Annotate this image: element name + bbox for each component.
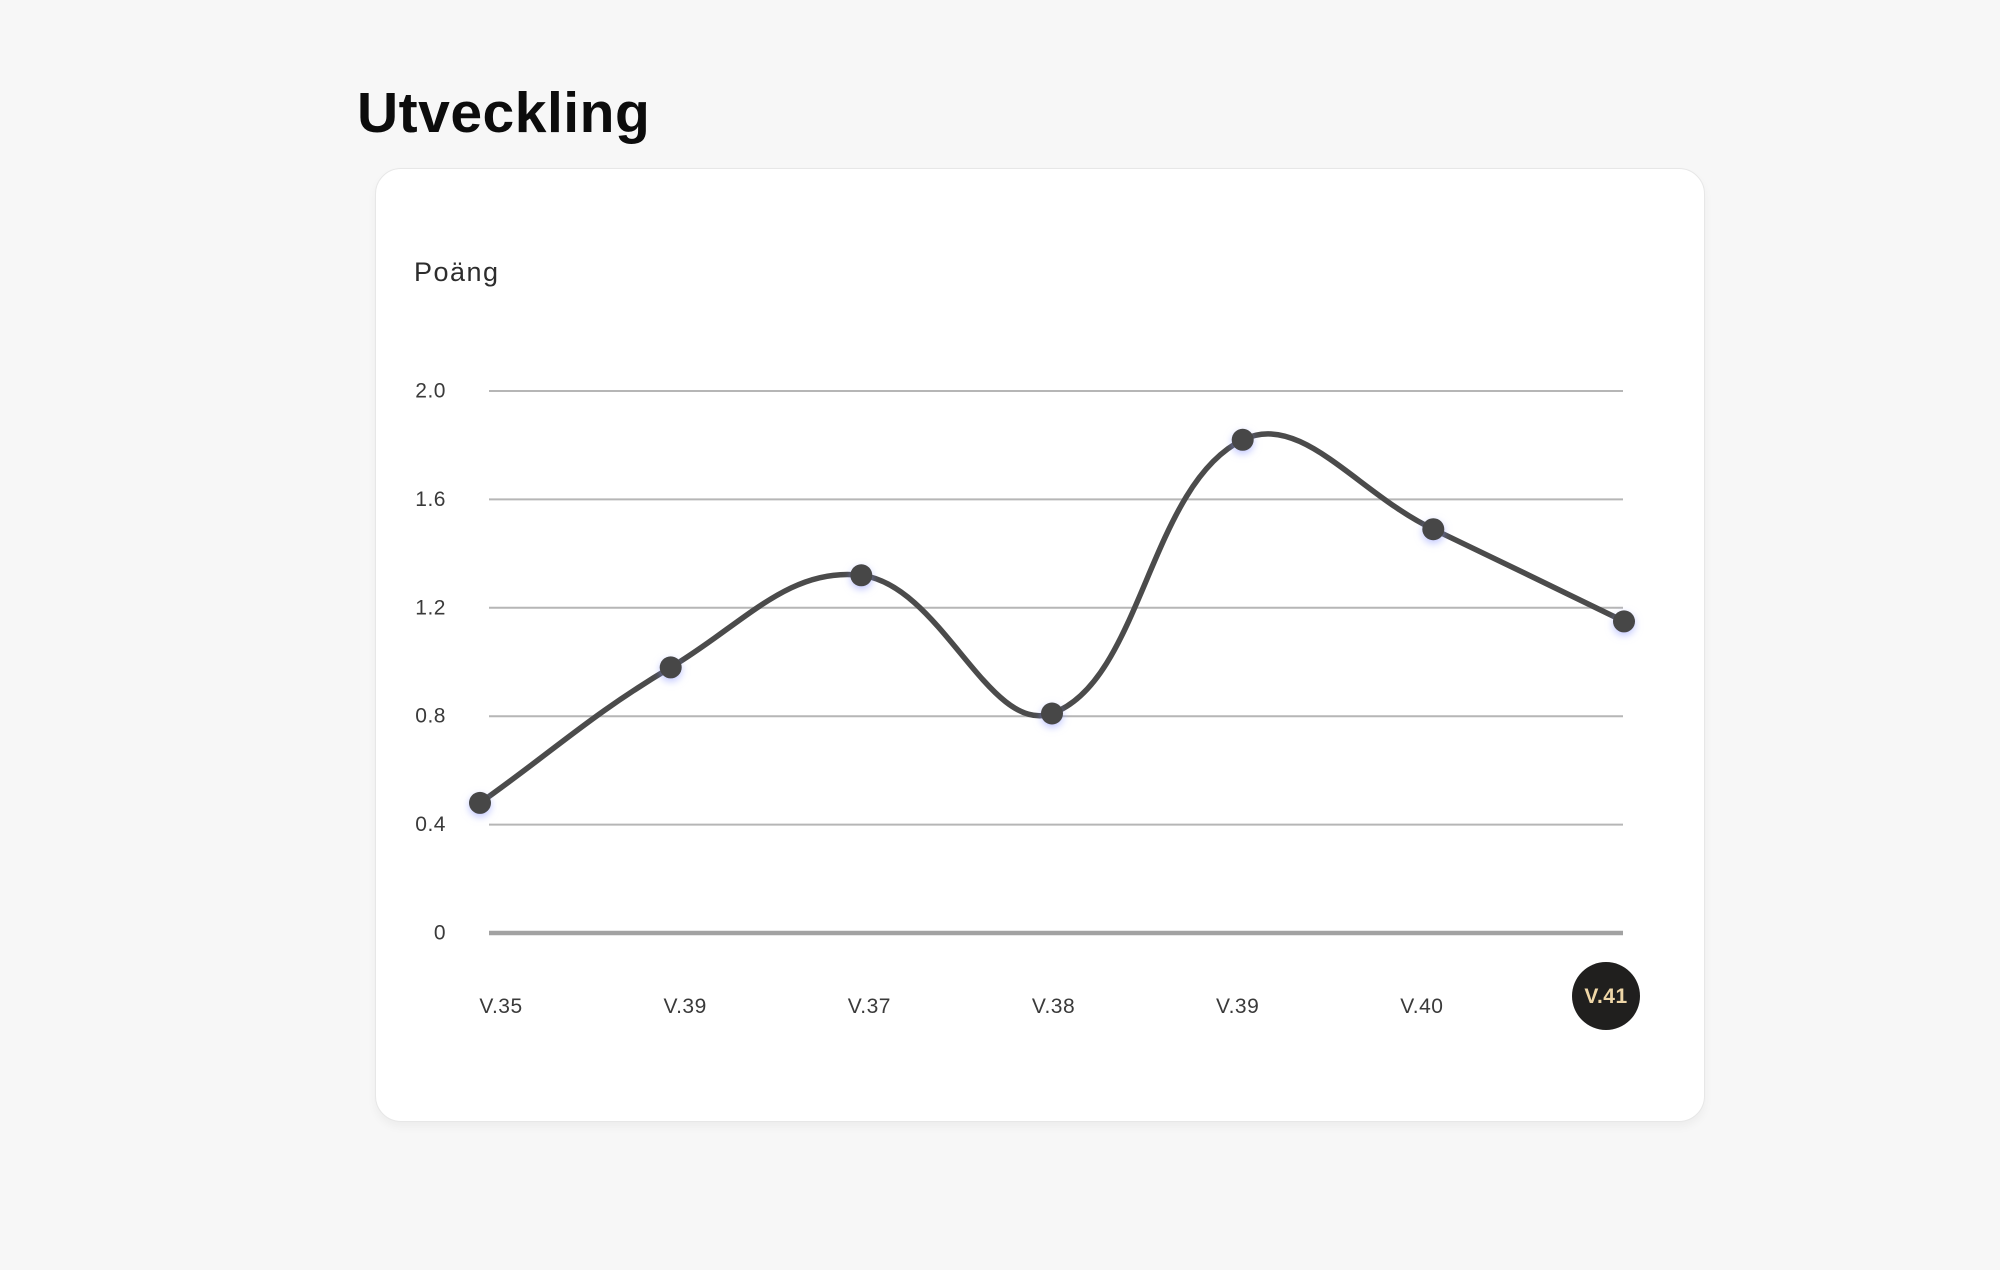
selected-week-badge-label: V.41 — [1584, 985, 1627, 1008]
y-tick-label: 0 — [434, 922, 446, 945]
x-tick-label[interactable]: V.35 — [479, 995, 522, 1018]
y-tick-label: 0.4 — [415, 813, 446, 836]
y-axis-title: Poäng — [414, 257, 500, 287]
y-tick-label: 0.8 — [415, 705, 446, 728]
x-tick-label[interactable]: V.39 — [664, 995, 707, 1018]
data-point[interactable] — [1613, 610, 1635, 633]
series-line — [477, 431, 1627, 806]
data-point[interactable] — [659, 656, 682, 679]
x-tick-label[interactable]: V.37 — [848, 995, 891, 1018]
data-point[interactable] — [1041, 702, 1063, 725]
data-point[interactable] — [850, 564, 873, 587]
selected-week-badge[interactable] — [1572, 962, 1640, 1030]
x-tick-label[interactable]: V.39 — [1216, 995, 1259, 1018]
y-tick-label: 2.0 — [415, 380, 446, 403]
y-tick-label: 1.2 — [415, 596, 446, 619]
x-tick-label[interactable]: V.40 — [1400, 995, 1443, 1018]
data-point[interactable] — [1422, 518, 1445, 541]
data-point[interactable] — [469, 791, 491, 814]
data-point[interactable] — [1231, 428, 1254, 451]
x-tick-label[interactable]: V.38 — [1032, 995, 1075, 1018]
y-tick-label: 1.6 — [415, 488, 446, 511]
line-chart: 2.0 1.6 1.2 0.8 0.4 0 V.35 V.39 V.37 V.38 V.39 V.40… — [415, 380, 1640, 1030]
page-title: Utveckling — [357, 81, 651, 145]
chart-card: Poäng 2.0 1.6 1.2 0.8 0.4 0 V.35 V.39 V.37 V.38 V.… — [375, 168, 1705, 1122]
